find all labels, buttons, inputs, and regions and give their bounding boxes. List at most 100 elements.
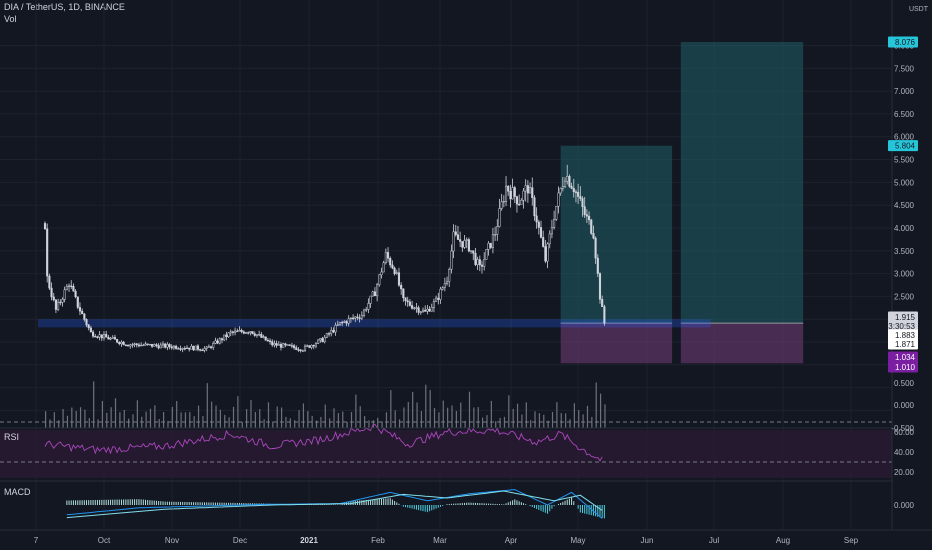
candle-body (330, 330, 333, 334)
price-tick-label: 5.500 (894, 156, 915, 165)
volume-bar (180, 412, 182, 428)
volume-bar (136, 400, 138, 428)
candle-body (277, 344, 280, 346)
volume-bar (158, 419, 160, 428)
candle-body (566, 175, 569, 182)
candle-body (452, 231, 455, 252)
volume-bar (206, 383, 208, 428)
candle-body (59, 301, 62, 304)
candle-body (349, 317, 352, 320)
volume-bar (167, 420, 169, 428)
rsi-label: RSI (4, 432, 19, 442)
candle-body (539, 227, 543, 238)
candle-body (461, 241, 464, 248)
candle-body (214, 340, 217, 344)
candle-body (598, 273, 602, 300)
candle-body (94, 335, 97, 338)
candle-body (328, 333, 331, 335)
candle-body (581, 198, 584, 207)
volume-bar (106, 412, 108, 428)
candle-body (124, 344, 127, 346)
candle-body (203, 348, 206, 351)
candle-body (57, 301, 60, 310)
candle-body (266, 340, 269, 342)
volume-bar (543, 414, 545, 428)
candle-body (550, 227, 553, 235)
price-tick-label: 0.000 (894, 401, 915, 410)
volume-bar (254, 411, 256, 428)
candle-body (487, 242, 490, 250)
candle-body (332, 330, 335, 333)
time-tick-label: May (570, 536, 585, 545)
volume-bar (355, 394, 357, 428)
symbol-title[interactable]: DIA / TetherUS, 1D, BINANCE (4, 2, 125, 12)
candle-body (408, 301, 411, 306)
position-1-target-zone (560, 145, 673, 324)
candle-body (533, 197, 536, 217)
candle-body (65, 286, 68, 291)
candle-body (356, 316, 359, 319)
stop-a-tag: 1.034 (895, 353, 916, 362)
candle-body (303, 345, 307, 351)
volume-bar (556, 402, 558, 428)
candle-body (415, 307, 418, 309)
rsi-tick-label: 20.00 (894, 468, 915, 477)
candle-body (183, 348, 186, 350)
candle-body (312, 345, 315, 347)
candle-body (553, 219, 556, 228)
candle-body (579, 196, 582, 199)
candle-body (196, 345, 199, 350)
volume-bar (455, 410, 457, 428)
candle-body (181, 348, 184, 350)
time-tick-label: Nov (165, 536, 179, 545)
candle-body (378, 274, 381, 286)
candle-body (555, 206, 558, 220)
volume-bar (394, 410, 396, 428)
candle-body (301, 350, 304, 352)
volume-bar (294, 420, 296, 428)
volume-bar (530, 420, 532, 428)
volume-bar (350, 412, 353, 428)
price-tick-label: 2.500 (894, 292, 915, 301)
candle-body (380, 271, 383, 276)
candle-body (177, 348, 180, 350)
candle-body (54, 299, 57, 310)
candle-body (105, 334, 108, 338)
price-tick-label: 6.500 (894, 110, 915, 119)
volume-bar (324, 404, 326, 428)
volume-bar (45, 411, 47, 428)
volume-bar (582, 414, 584, 428)
time-tick-label: 2021 (300, 536, 318, 545)
volume-bar (508, 395, 510, 428)
candle-body (570, 186, 573, 189)
volume-bar (66, 415, 69, 428)
candle-body (347, 318, 350, 324)
volume-bar (197, 405, 200, 428)
volume-bar (263, 419, 265, 428)
volume-bar (342, 411, 344, 428)
time-tick-label: Aug (776, 536, 790, 545)
volume-bar (267, 402, 270, 428)
volume-bar (110, 407, 112, 428)
volume-bar (202, 416, 204, 428)
volume-bar (473, 407, 475, 428)
rsi-band (0, 430, 892, 478)
candle-body (76, 296, 79, 308)
volume-bar (516, 403, 519, 428)
candle-body (275, 343, 278, 346)
candle-body (269, 340, 272, 342)
volume-bar (71, 407, 73, 428)
candle-body (102, 334, 106, 339)
candle-body (583, 206, 586, 215)
candle-body (279, 344, 283, 348)
candle-body (240, 330, 243, 333)
candle-body (494, 234, 497, 236)
candle-body (146, 343, 149, 345)
volume-bar (241, 421, 243, 428)
candle-body (253, 333, 256, 336)
candle-body (234, 330, 237, 333)
candle-body (293, 345, 296, 348)
candle-body (236, 330, 239, 333)
